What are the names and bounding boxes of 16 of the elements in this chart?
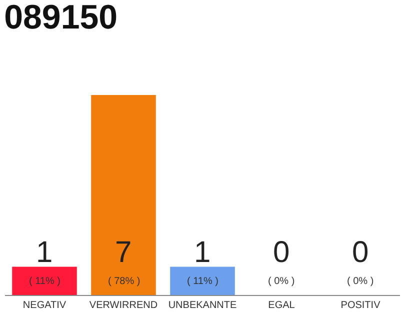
data-label: ( 11% ): [29, 276, 60, 287]
x-tick-label: VERWIRREND: [89, 300, 158, 311]
chart-title: 089150: [4, 0, 118, 37]
annotation: 0: [352, 236, 369, 269]
x-tick-label: EGAL: [268, 300, 296, 311]
data-label: ( 11% ): [187, 276, 218, 287]
data-label: ( 0% ): [268, 276, 295, 287]
annotation: 1: [194, 236, 211, 269]
x-tick-label: UNBEKANNTE: [168, 300, 237, 311]
x-tick-label: POSITIV: [340, 300, 381, 311]
annotation: 0: [273, 236, 290, 269]
data-label: ( 0% ): [347, 276, 374, 287]
data-label: ( 78% ): [108, 276, 140, 287]
x-tick-label: NEGATIV: [22, 300, 66, 311]
annotation: 1: [36, 236, 53, 269]
annotation: 7: [115, 236, 132, 269]
